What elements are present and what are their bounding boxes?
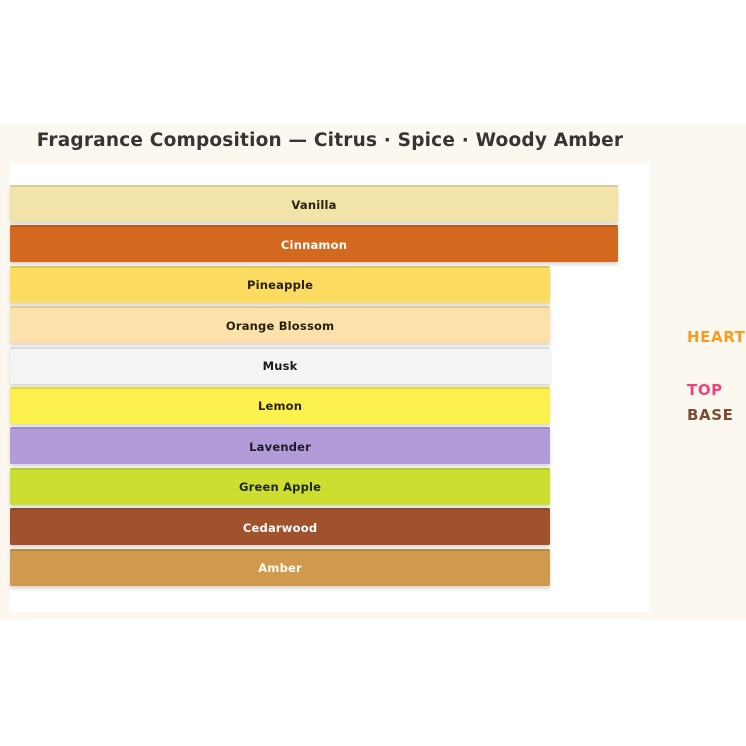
fragrance-bar: Vanilla: [10, 185, 618, 222]
fragrance-bar: Amber: [10, 548, 551, 586]
fragrance-bar-label: Orange Blossom: [225, 318, 335, 333]
fragrance-bar-label: Lavender: [249, 439, 312, 454]
fragrance-bar-label: Cedarwood: [242, 520, 318, 535]
fragrance-bar-label: Green Apple: [238, 480, 322, 495]
chart-panel: Vanilla Cinnamon Pineapple Orange Blosso…: [10, 163, 650, 612]
fragrance-bar: Green Apple: [10, 467, 551, 505]
fragrance-bar-label: Musk: [262, 359, 298, 374]
chart-card: Fragrance Composition — Citrus · Spice ·…: [0, 125, 746, 619]
fragrance-bar: Cinnamon: [10, 225, 618, 263]
fragrance-bar-label: Pineapple: [247, 278, 314, 293]
fragrance-bar: Pineapple: [10, 265, 551, 303]
fragrance-bar: Lavender: [10, 427, 551, 465]
fragrance-bar-label: Vanilla: [291, 197, 337, 212]
fragrance-bar: Cedarwood: [10, 508, 551, 546]
fragrance-bar-label: Amber: [258, 561, 302, 576]
fragrance-bar: Lemon: [10, 386, 551, 424]
fragrance-bar-label: Cinnamon: [280, 237, 348, 252]
fragrance-bar: Musk: [10, 346, 551, 384]
fragrance-bar: Orange Blossom: [10, 306, 551, 344]
chart-title: Fragrance Composition — Citrus · Spice ·…: [36, 130, 624, 151]
fragrance-bar-label: Lemon: [257, 399, 303, 414]
bars-container: Vanilla Cinnamon Pineapple Orange Blosso…: [10, 185, 650, 589]
